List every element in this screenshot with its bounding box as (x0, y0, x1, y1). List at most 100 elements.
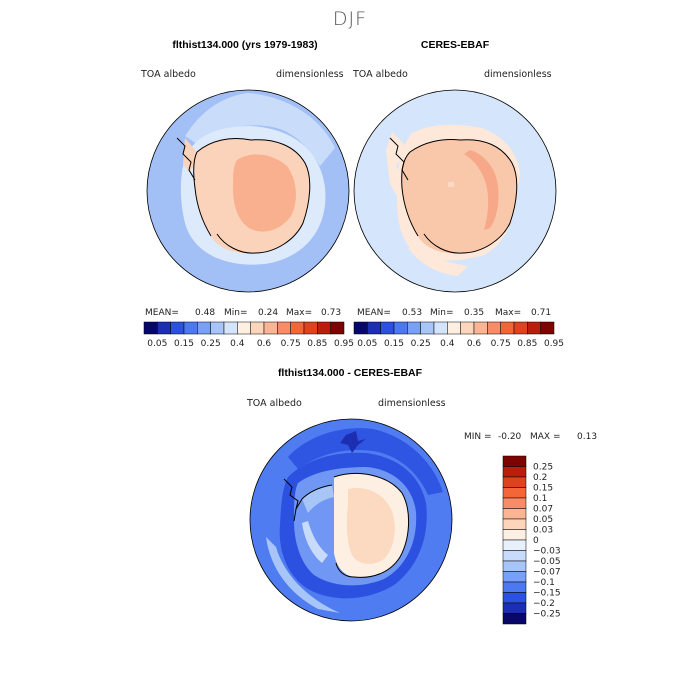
panel-1-colorbar-tick-label: 0.25 (201, 339, 221, 349)
panel-1-colorbar-swatch (237, 321, 251, 335)
diff-colorbar-swatch (502, 581, 527, 593)
panel-2-colorbar-swatch (380, 321, 395, 335)
diff-colorbar-tick-label: 0.05 (533, 515, 553, 525)
diff-colorbar-tick-label: −0.15 (533, 589, 561, 599)
panel-1-max-label: Max= (286, 308, 313, 318)
panel-1-colorbar-swatch (303, 321, 318, 335)
panel-1-map (146, 89, 350, 293)
panel-2-min: 0.35 (464, 308, 485, 318)
panel-1-colorbar-swatch (170, 321, 185, 335)
panel-1-colorbar: 0.05 0.15 0.25 0.4 0.6 0.75 0.85 0.95 (143, 321, 354, 349)
panel-2-colorbar-swatch (393, 321, 408, 335)
panel-1-colorbar-swatch (277, 321, 291, 335)
panel-2-colorbar: 0.05 0.15 0.25 0.4 0.6 0.75 0.85 0.95 (353, 321, 564, 349)
panel-2-colorbar-swatch (513, 321, 528, 335)
panel-2-colorbar-tick-label: 0.15 (384, 339, 404, 349)
panel-2-colorbar-swatch (487, 321, 501, 335)
panel-2-units: dimensionless (484, 69, 552, 80)
panel-2-colorbar-tick-label: 0.85 (517, 339, 537, 349)
panel-1-units: dimensionless (276, 69, 344, 80)
diff-colorbar-swatch (502, 539, 527, 551)
diff-colorbar-swatch (502, 508, 527, 520)
panel-1-colorbar-swatch (210, 321, 225, 335)
panel-1-colorbar-swatch (330, 321, 345, 335)
panel-2-colorbar-swatch (420, 321, 435, 335)
panel-1-colorbar-tick-label: 0.4 (230, 339, 245, 349)
panel-2-colorbar-swatch (540, 321, 555, 335)
panel-2-colorbar-swatch (473, 321, 488, 335)
panel-1-min-label: Min= (224, 308, 248, 318)
panel-1-colorbar-swatch (317, 321, 331, 335)
diff-colorbar-swatch (502, 476, 527, 488)
panel-2-colorbar-swatch (353, 321, 368, 335)
panel-1-colorbar-swatch (197, 321, 211, 335)
diff-colorbar-swatch (502, 550, 527, 562)
panel-2-colorbar-swatch (367, 321, 381, 335)
panel-1-colorbar-swatch (223, 321, 238, 335)
diff-panel-variable: TOA albedo (247, 398, 302, 409)
diff-colorbar-swatch (502, 497, 527, 509)
panel-2-colorbar-swatch (460, 321, 475, 335)
diff-colorbar-swatch (502, 602, 527, 614)
diff-panel-map (249, 418, 453, 622)
figure-title: DJF (332, 8, 368, 30)
panel-1-colorbar-swatch (263, 321, 278, 335)
panel-1-colorbar-swatch (250, 321, 265, 335)
diff-colorbar-swatch (502, 592, 527, 604)
panel-1-max: 0.73 (321, 308, 342, 318)
diff-colorbar-tick-label: −0.2 (533, 599, 555, 609)
panel-2-colorbar-tick-label: 0.75 (491, 339, 511, 349)
diff-max: 0.13 (577, 432, 598, 442)
diff-max-label: MAX = (530, 432, 561, 442)
diff-min-label: MIN = (464, 432, 492, 442)
panel-2-colorbar-swatch (407, 321, 421, 335)
panel-1-title: flthist134.000 (yrs 1979-1983) (172, 39, 318, 51)
diff-colorbar-tick-label: −0.1 (533, 578, 555, 588)
diff-colorbar-tick-label: −0.03 (533, 547, 561, 557)
panel-2-colorbar-tick-label: 0.25 (411, 339, 431, 349)
diff-colorbar-swatch (502, 466, 527, 478)
diff-colorbar-tick-label: 0.03 (533, 526, 553, 536)
panel-2-colorbar-tick-label: 0.6 (467, 339, 482, 349)
panel-2-colorbar-tick-label: 0.95 (544, 339, 564, 349)
panel-1-colorbar-swatch (143, 321, 158, 335)
diff-colorbar-tick-label: 0.2 (533, 473, 547, 483)
panel-1-colorbar-tick-label: 0.95 (334, 339, 354, 349)
panel-1-min: 0.24 (258, 308, 279, 318)
diff-colorbar-swatch (502, 613, 527, 625)
panel-1-colorbar-tick-label: 0.85 (307, 339, 327, 349)
panel-2-colorbar-swatch (433, 321, 448, 335)
panel-2-colorbar-tick-label: 0.4 (440, 339, 455, 349)
diff-colorbar-tick-label: 0 (533, 536, 539, 546)
panel-2-title: CERES-EBAF (420, 39, 490, 51)
diff-colorbar-tick-label: −0.25 (533, 610, 561, 620)
diff-colorbar-tick-label: 0.25 (533, 463, 553, 473)
diff-colorbar-tick-label: 0.07 (533, 505, 553, 515)
panel-2-colorbar-swatch (500, 321, 515, 335)
panel-1-variable: TOA albedo (141, 69, 196, 80)
panel-1-mean: 0.48 (195, 308, 216, 318)
diff-colorbar-swatch (502, 518, 527, 530)
panel-2-map (353, 89, 557, 293)
diff-panel-title: flthist134.000 - CERES-EBAF (277, 367, 423, 379)
diff-min: -0.20 (498, 432, 522, 442)
panel-1-colorbar-tick-label: 0.75 (281, 339, 301, 349)
panel-1-colorbar-swatch (290, 321, 305, 335)
diff-colorbar: 0.250.20.150.10.070.050.030−0.03−0.05−0.… (502, 455, 561, 625)
diff-colorbar-swatch (502, 571, 527, 583)
diff-colorbar-tick-label: −0.07 (533, 568, 561, 578)
panel-2-colorbar-tick-label: 0.05 (357, 339, 377, 349)
panel-1-mean-label: MEAN= (145, 308, 179, 318)
panel-2-colorbar-swatch (447, 321, 461, 335)
diff-colorbar-tick-label: 0.15 (533, 484, 553, 494)
panel-2-variable: TOA albedo (353, 69, 408, 80)
diff-colorbar-swatch (502, 455, 527, 467)
diff-colorbar-swatch (502, 529, 527, 541)
panel-1-colorbar-swatch (183, 321, 198, 335)
panel-1-colorbar-tick-label: 0.05 (147, 339, 167, 349)
panel-2-mean-label: MEAN= (357, 308, 391, 318)
diff-colorbar-swatch (502, 487, 527, 499)
diff-colorbar-swatch (502, 560, 527, 572)
panel-2-min-label: Min= (430, 308, 454, 318)
diff-colorbar-tick-label: 0.1 (533, 494, 547, 504)
